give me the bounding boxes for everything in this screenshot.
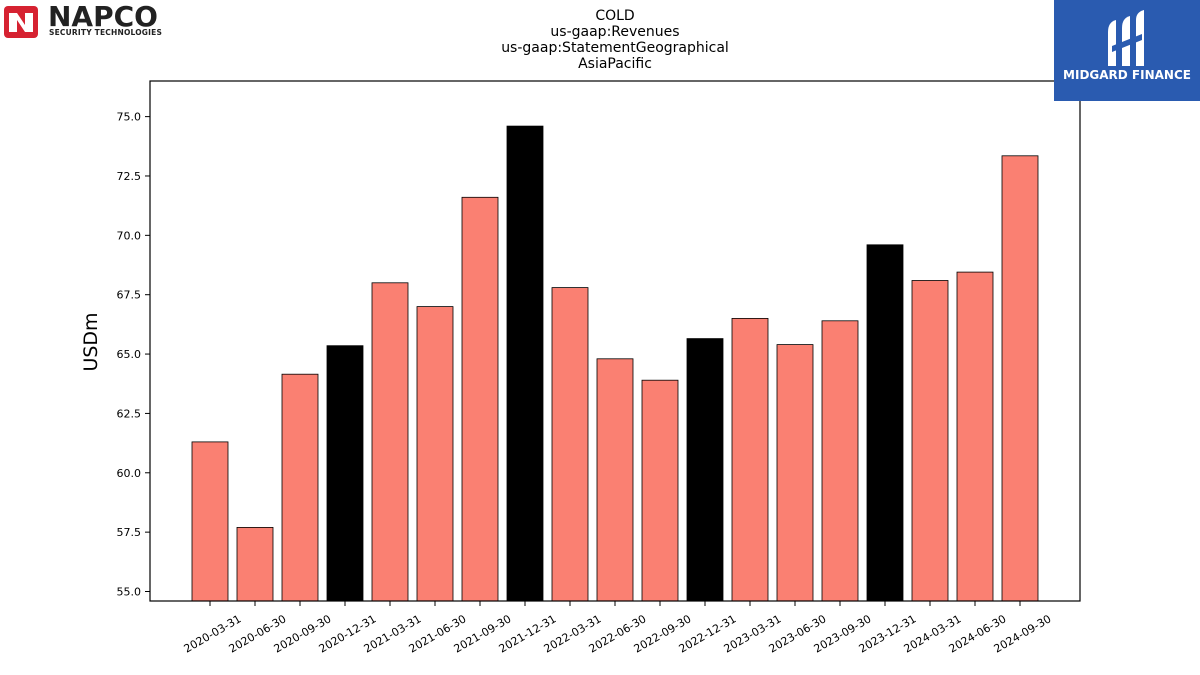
bar-2024-03-31 xyxy=(911,280,949,602)
bar-2021-03-31 xyxy=(371,282,409,602)
bar-2023-03-31 xyxy=(731,317,769,602)
y-tick-label: 62.5 xyxy=(117,407,142,420)
y-tick-label: 75.0 xyxy=(117,111,142,124)
bar-2024-06-30 xyxy=(956,271,994,602)
bar-2020-12-31 xyxy=(326,345,364,602)
title-line-4: AsiaPacific xyxy=(578,56,652,72)
x-axis: 2020-03-312020-06-302020-09-302020-12-31… xyxy=(182,601,1054,656)
bar-2021-09-30 xyxy=(461,196,499,602)
napco-logo: NAPCO SECURITY TECHNOLOGIES xyxy=(4,0,208,40)
bar-2020-06-30 xyxy=(236,527,274,602)
y-tick-label: 67.5 xyxy=(117,289,142,302)
bar-2022-09-30 xyxy=(641,379,679,602)
bar-2024-09-30 xyxy=(1001,155,1039,602)
y-tick-label: 57.5 xyxy=(117,526,142,539)
bar-2022-06-30 xyxy=(596,358,634,602)
y-tick-label: 55.0 xyxy=(117,586,142,599)
y-axis-label: USDm xyxy=(80,312,102,371)
bar-2023-06-30 xyxy=(776,344,814,602)
bar-2022-12-31 xyxy=(686,338,724,602)
napco-wordmark: NAPCO xyxy=(48,0,158,33)
midgard-mark-icon xyxy=(1108,10,1144,66)
title-line-2: us-gaap:Revenues xyxy=(550,24,679,40)
bar-2023-12-31 xyxy=(866,244,904,602)
bar-2020-03-31 xyxy=(191,441,229,602)
y-tick-label: 60.0 xyxy=(117,467,142,480)
midgard-finance-logo: MIDGARD FINANCE xyxy=(1054,0,1200,101)
bar-2021-12-31 xyxy=(506,125,544,602)
napco-subtitle: SECURITY TECHNOLOGIES xyxy=(49,28,163,37)
napco-mark-icon xyxy=(4,6,38,38)
title-line-3: us-gaap:StatementGeographical xyxy=(501,40,729,56)
plot-frame xyxy=(149,80,1081,602)
y-axis: 55.0 57.5 60.0 62.5 65.0 67.5 70.0 72.5 75.0 xyxy=(117,111,150,599)
y-tick-label: 65.0 xyxy=(117,348,142,361)
chart-title: COLD us-gaap:Revenues us-gaap:StatementG… xyxy=(501,8,729,72)
midgard-finance-text: MIDGARD FINANCE xyxy=(1063,68,1191,82)
bars-group xyxy=(191,125,1039,602)
bar-2020-09-30 xyxy=(281,373,319,602)
bar-2022-03-31 xyxy=(551,287,589,602)
y-tick-label: 70.0 xyxy=(117,229,142,242)
bar-2021-06-30 xyxy=(416,306,454,602)
y-tick-label: 72.5 xyxy=(117,170,142,183)
bar-2023-09-30 xyxy=(821,320,859,602)
title-line-1: COLD xyxy=(595,8,634,24)
